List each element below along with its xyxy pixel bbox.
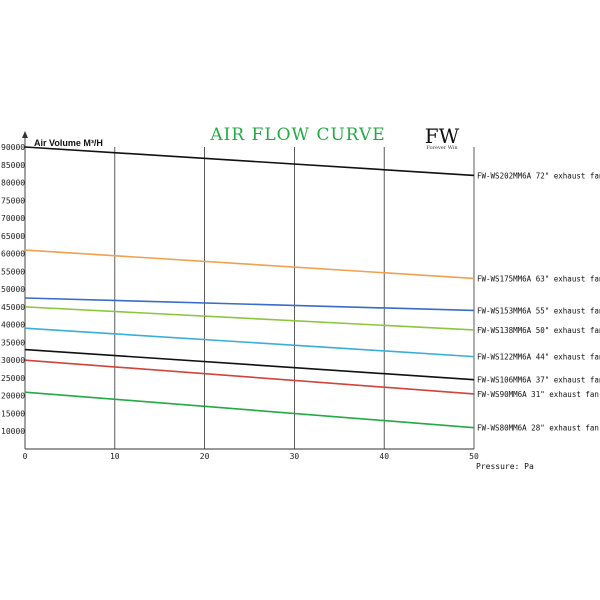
- y-tick-label: 70000: [1, 214, 25, 223]
- x-tick-label: 40: [379, 452, 389, 461]
- series-line: [24, 391, 475, 429]
- y-tick-label: 25000: [1, 374, 25, 383]
- y-tick-label: 65000: [1, 232, 25, 241]
- logo-tagline: Forever Win: [426, 145, 458, 151]
- y-axis-label: Air Volume M³/H: [34, 138, 103, 148]
- y-tick-label: 60000: [1, 250, 25, 259]
- series-line: [24, 306, 475, 331]
- series-line: [24, 348, 475, 381]
- y-tick-label: 90000: [1, 143, 25, 152]
- series-line: [24, 359, 475, 395]
- logo: FW Forever Win: [425, 124, 460, 151]
- x-tick-label: 10: [110, 452, 120, 461]
- series-label: FW-WS153MM6A 55" exhaust fan: [477, 306, 600, 315]
- y-tick-label: 80000: [1, 179, 25, 188]
- series-label: FW-WS122MM6A 44" exhaust fan: [477, 353, 600, 362]
- x-tick-label: 0: [23, 452, 28, 461]
- logo-mark: FW: [425, 124, 460, 148]
- y-tick-label: 55000: [1, 267, 25, 276]
- series-line: [24, 297, 475, 312]
- y-tick-label: 15000: [1, 409, 25, 418]
- x-axis-label: Pressure: Pa: [476, 462, 534, 471]
- y-axis-arrow: [22, 131, 28, 138]
- series-label: FW-WS138MM6A 50" exhaust fan: [477, 326, 600, 335]
- y-tick-label: 20000: [1, 392, 25, 401]
- series-line: [24, 249, 475, 280]
- chart-title: AIR FLOW CURVE: [209, 125, 385, 145]
- x-tick-label: 20: [200, 452, 210, 461]
- series-line: [24, 146, 475, 177]
- y-tick-label: 85000: [1, 161, 25, 170]
- series-label: FW-WS80MM6A 28" exhaust fan: [477, 424, 599, 433]
- series-label: FW-WS202MM6A 72" exhaust fan: [477, 171, 600, 180]
- y-tick-label: 30000: [1, 356, 25, 365]
- series-label: FW-WS106MM6A 37" exhaust fan: [477, 376, 600, 385]
- series-label: FW-WS175MM6A 63" exhaust fan: [477, 274, 600, 283]
- series-labels: FW-WS202MM6A 72" exhaust fan FW-WS175MM6A…: [477, 171, 600, 432]
- y-tick-label: 40000: [1, 321, 25, 330]
- y-tick-label: 50000: [1, 285, 25, 294]
- y-tick-label: 75000: [1, 196, 25, 205]
- y-tick-label: 10000: [1, 427, 25, 436]
- y-tick-label: 35000: [1, 338, 25, 347]
- series-line: [24, 327, 475, 358]
- y-tick-label: 45000: [1, 303, 25, 312]
- axes: 0 10 20 30 40 50 10000 15000 20000 25000 30000 3500…: [1, 131, 479, 461]
- series-label: FW-WS90MM6A 31" exhaust fan: [477, 390, 599, 399]
- series-lines: [24, 146, 475, 429]
- x-tick-label: 30: [290, 452, 300, 461]
- x-tick-label: 50: [469, 452, 479, 461]
